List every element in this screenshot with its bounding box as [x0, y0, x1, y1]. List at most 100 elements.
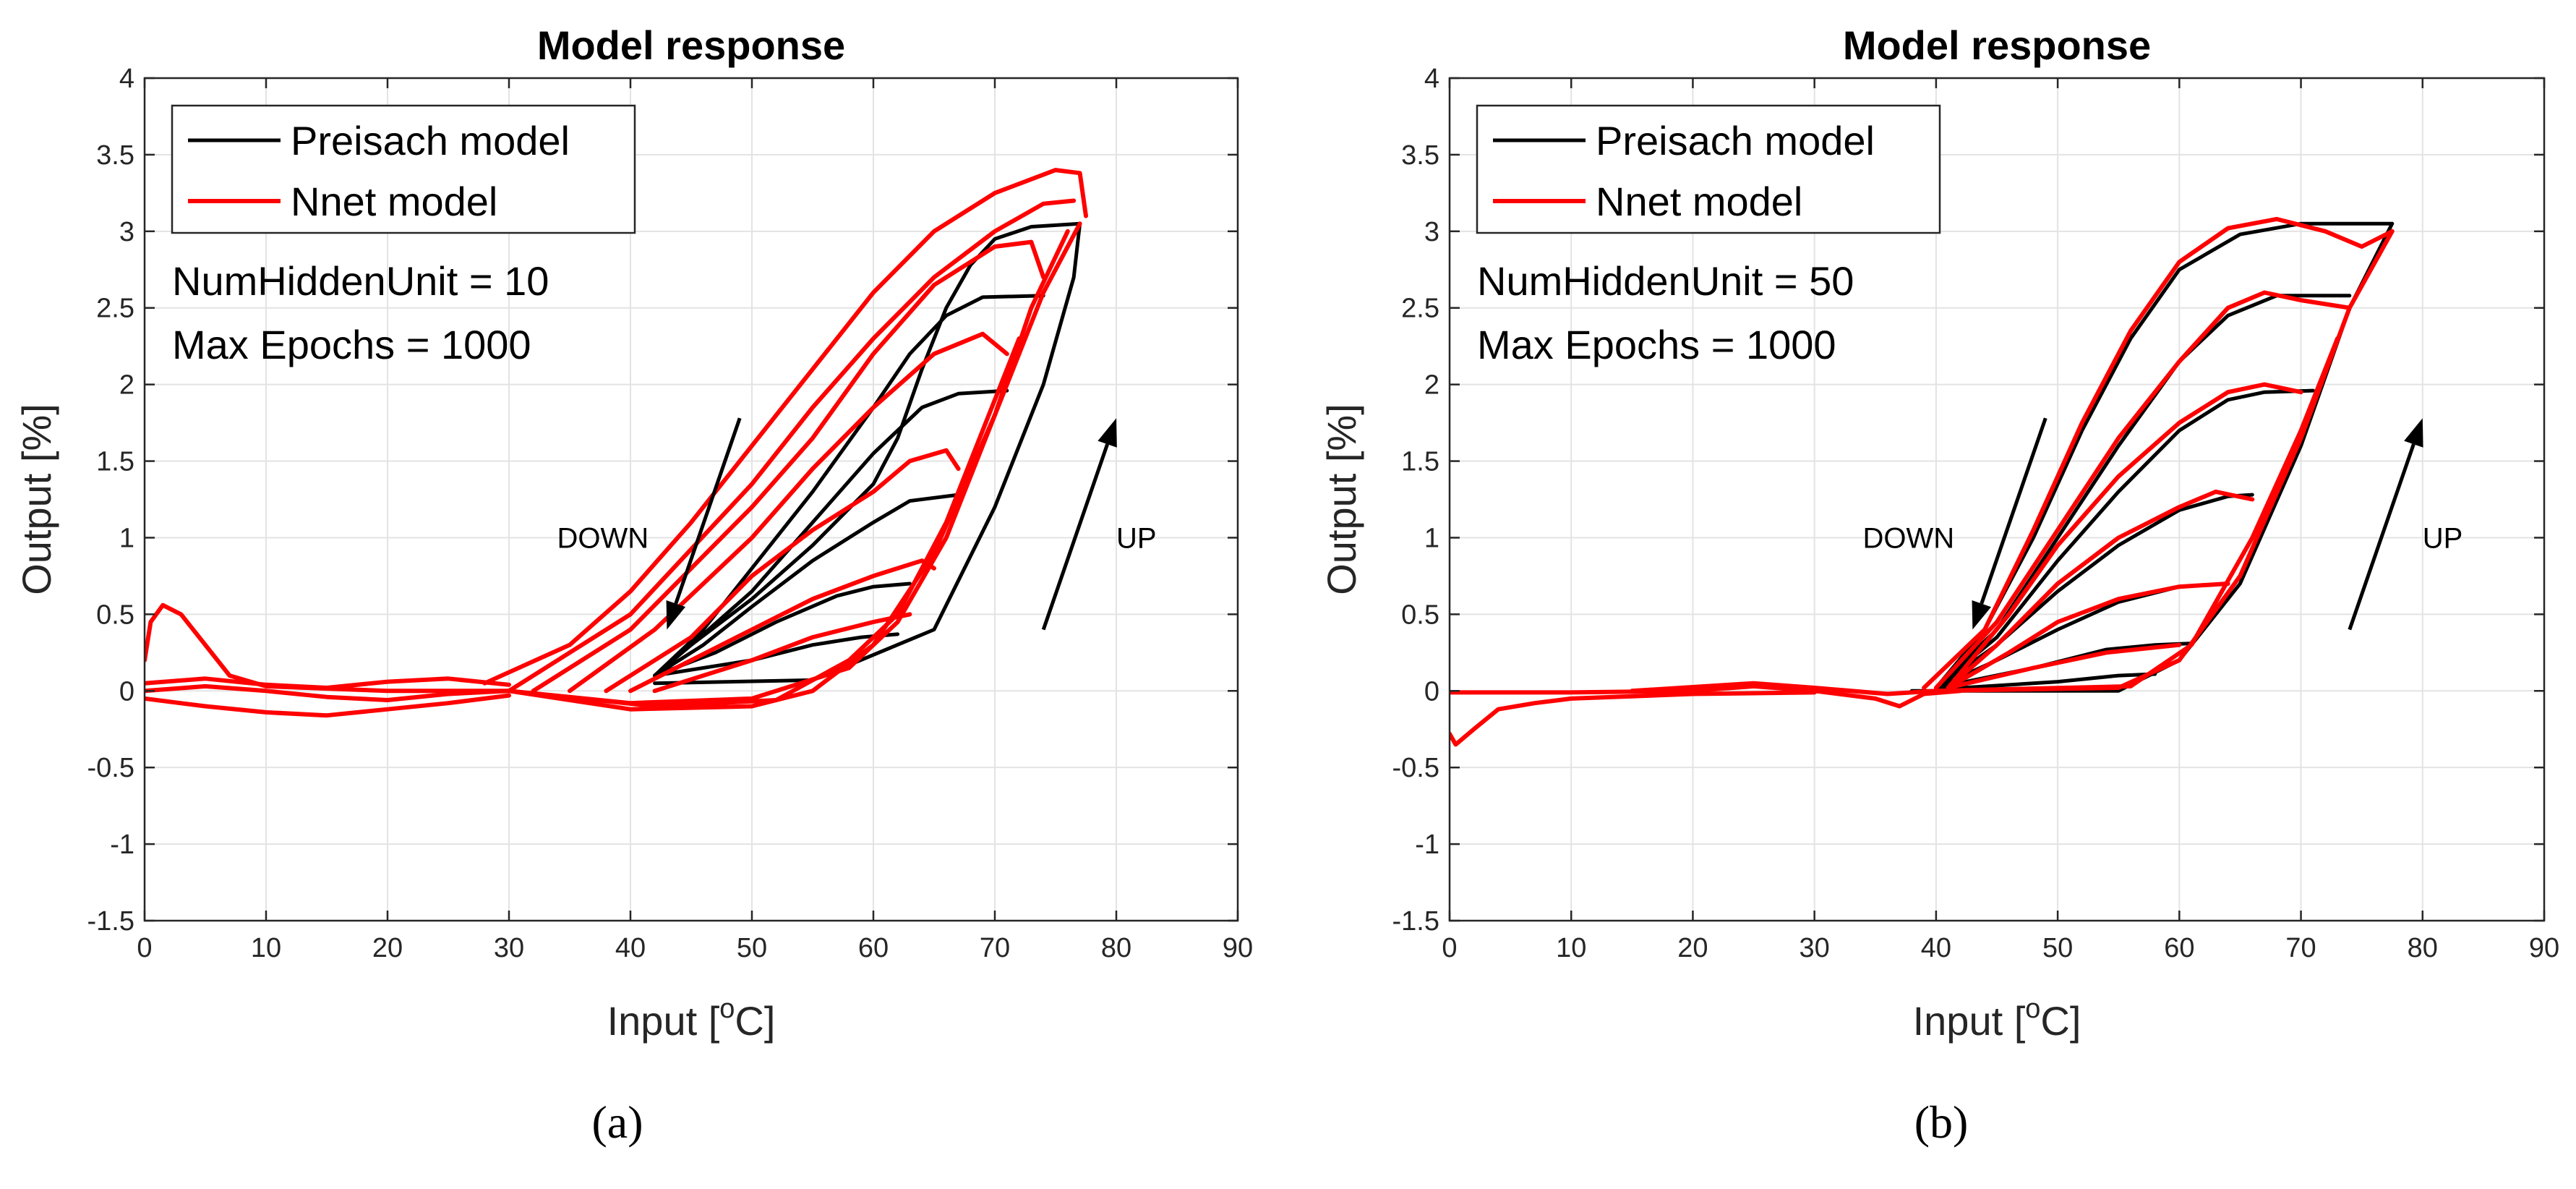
chart-panel-b: 0 10 20 30 40 50 60 70 80 90 -1.5 -1 -0.5 0 0.5 1 1.5 2 2.… [1319, 22, 2559, 1044]
y-tick-label: 4 [1424, 64, 1439, 94]
nnet-curve [531, 239, 1046, 694]
x-tick-label: 10 [251, 933, 281, 963]
y-tick-label: 2.5 [96, 294, 134, 324]
nnet-curve [1450, 690, 1817, 747]
y-tick-label: -1.5 [87, 906, 134, 937]
legend-label-preisach: Preisach model [291, 118, 570, 163]
x-tick-label: 20 [1677, 933, 1708, 963]
x-tick-label: 70 [2285, 933, 2316, 963]
axes-box [1448, 77, 2546, 922]
x-tick-label: 60 [858, 933, 889, 963]
x-tick-label: 40 [1921, 933, 1951, 963]
down-arrow-label: DOWN [557, 522, 649, 554]
y-tick-label: 1 [119, 523, 134, 553]
x-tick-label: 80 [2408, 933, 2438, 963]
down-arrow-head [1972, 600, 1991, 630]
y-tick-label: 2.5 [1401, 294, 1439, 324]
axes-box [143, 77, 1239, 922]
x-axis-label-main: Input [ [1913, 998, 2026, 1044]
annotation-max-epochs: Max Epochs = 1000 [1477, 322, 1836, 367]
preisach-curve [653, 493, 961, 678]
annotation-hidden-units: NumHiddenUnit = 50 [1477, 258, 1854, 304]
panel-label-b: (b) [1914, 1096, 1969, 1148]
up-arrow-shaft [2348, 443, 2415, 631]
x-axis-label-end: C] [2040, 998, 2081, 1044]
y-tick-label: 0.5 [1401, 600, 1439, 630]
y-tick-label: -1 [1415, 830, 1439, 860]
up-arrow-head [1097, 418, 1117, 448]
x-axis-label-end: C] [735, 998, 775, 1044]
legend-box [1476, 104, 1941, 234]
nnet-curve [507, 336, 1022, 709]
y-tick-label: 1.5 [1401, 447, 1439, 477]
legend-label-preisach: Preisach model [1596, 118, 1875, 163]
x-tick-label: 60 [2164, 933, 2194, 963]
nnet-curve [1450, 683, 1963, 709]
x-tick-label: 0 [137, 933, 152, 963]
nnet-curve [145, 602, 511, 694]
x-tick-label: 80 [1101, 933, 1131, 963]
x-tick-label: 0 [1442, 933, 1457, 963]
x-tick-label: 90 [2529, 933, 2559, 963]
series-layer [1450, 216, 2395, 747]
y-tick-label: 3 [1424, 217, 1439, 247]
up-arrow-shaft [1041, 443, 1109, 631]
x-tick-label: 20 [372, 933, 403, 963]
down-arrow-shaft [674, 417, 742, 605]
y-tick-label: 2 [119, 370, 134, 401]
nnet-curve [604, 448, 961, 694]
nnet-curve [145, 683, 511, 702]
up-arrow-label: UP [2423, 522, 2463, 554]
y-tick-label: -0.5 [1392, 753, 1439, 783]
nnet-curve [1946, 489, 2255, 690]
y-tick-label: 3.5 [1401, 140, 1439, 171]
nnet-curve [1933, 336, 2340, 694]
chart-panel-a: 0 10 20 30 40 50 60 70 80 90 -1.5 -1 -0.5 0 0.5 1 1.5 2 2.… [14, 22, 1253, 1044]
y-axis-label: Output [%] [14, 404, 59, 595]
nnet-curve [1946, 382, 2303, 690]
y-tick-label: -1.5 [1392, 906, 1439, 937]
x-tick-label: 40 [615, 933, 646, 963]
nnet-curve [1922, 216, 2395, 690]
up-arrow-label: UP [1116, 522, 1157, 554]
preisach-curve [1934, 388, 2315, 690]
y-tick-label: 4 [119, 64, 134, 94]
x-tick-label: 50 [737, 933, 767, 963]
y-tick-label: 3.5 [96, 140, 134, 171]
x-axis-label: Input [oC] [1913, 994, 2081, 1044]
down-arrow-head [666, 600, 686, 630]
x-axis-label-sup: o [2025, 994, 2040, 1024]
nnet-curve [507, 198, 1077, 694]
chart-title: Model response [1843, 22, 2151, 68]
y-tick-label: 2 [1424, 370, 1439, 401]
y-tick-label: 0.5 [96, 600, 134, 630]
series-nnet [1450, 216, 2395, 747]
x-tick-label: 30 [1800, 933, 1830, 963]
x-axis-label-main: Input [ [607, 998, 720, 1044]
nnet-curve [482, 168, 1088, 686]
y-tick-label: 0 [119, 676, 134, 707]
y-tick-label: 0 [1424, 676, 1439, 707]
nnet-curve [145, 676, 511, 690]
y-tick-label: -1 [110, 830, 134, 860]
nnet-curve [145, 693, 511, 718]
y-axis-label: Output [%] [1319, 404, 1364, 595]
series-layer [145, 168, 1088, 718]
preisach-curve [1934, 672, 2157, 691]
y-tick-label: -0.5 [87, 753, 134, 783]
y-tick-label: 1.5 [96, 447, 134, 477]
nnet-curve [1630, 681, 1938, 696]
preisach-curve [653, 221, 1082, 678]
x-tick-label: 30 [494, 933, 524, 963]
legend-box [171, 104, 636, 234]
nnet-curve [652, 612, 912, 694]
preisach-curve [653, 388, 1009, 678]
x-tick-label: 10 [1556, 933, 1586, 963]
down-arrow-shaft [1980, 417, 2047, 605]
y-tick-label: 1 [1424, 523, 1439, 553]
nnet-curve [1946, 642, 2182, 690]
x-axis-label-sup: o [719, 994, 735, 1024]
chart-title: Model response [537, 22, 845, 68]
x-tick-label: 90 [1223, 933, 1253, 963]
x-tick-label: 70 [980, 933, 1010, 963]
